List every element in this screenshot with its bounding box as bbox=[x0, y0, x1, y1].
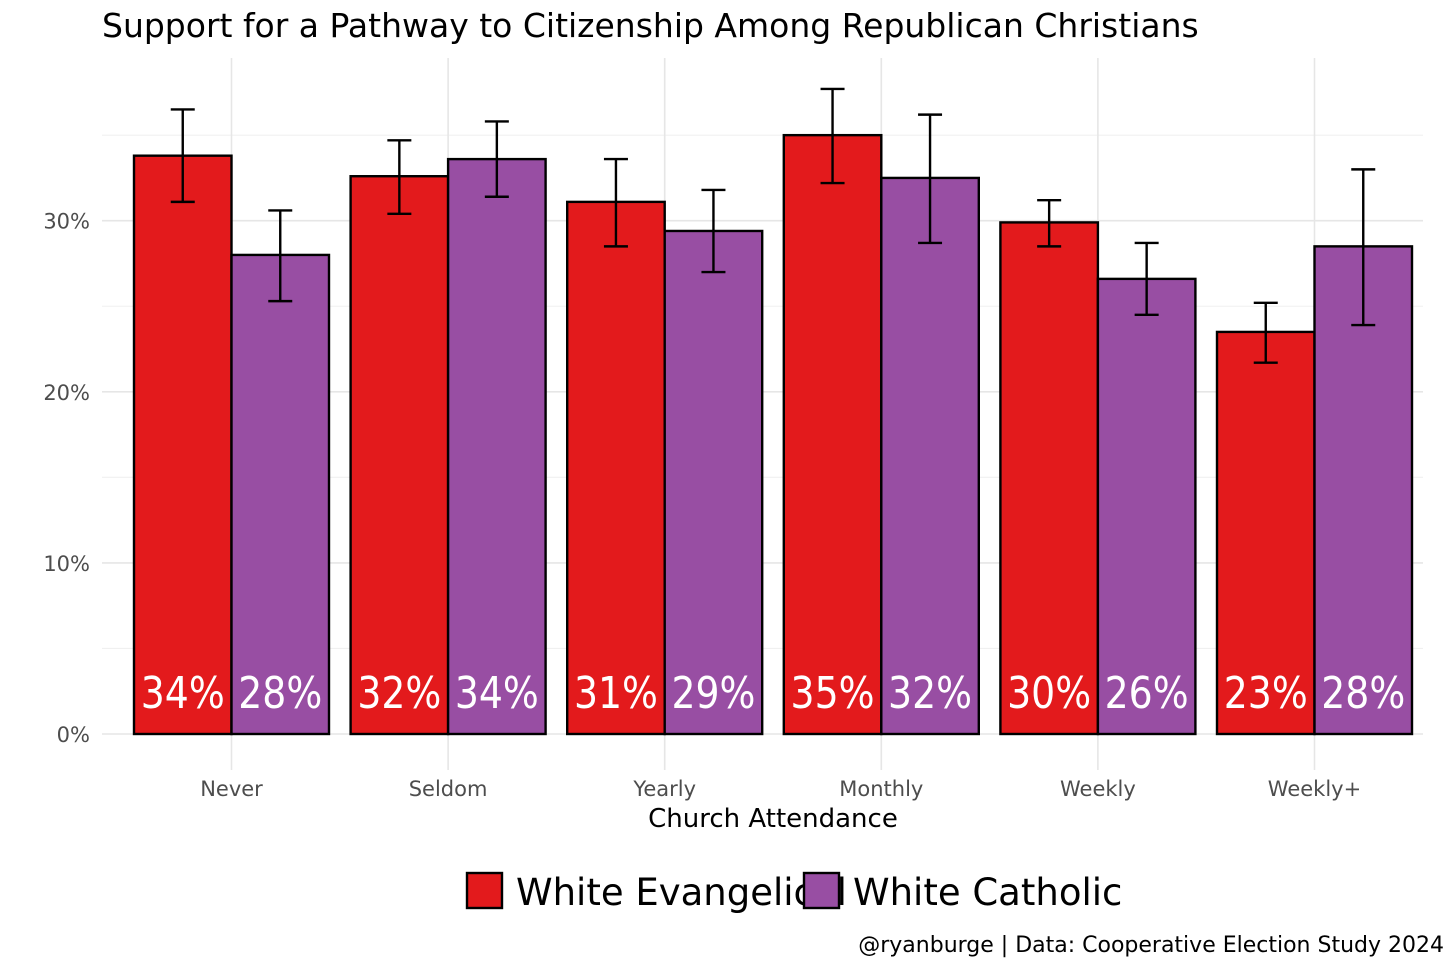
legend-label-white-catholic: White Catholic bbox=[853, 871, 1122, 914]
y-tick-label: 0% bbox=[57, 723, 90, 747]
bar-white-catholic-yearly bbox=[663, 229, 764, 736]
y-tick-label: 30% bbox=[43, 210, 90, 234]
x-tick-label: Yearly bbox=[632, 777, 696, 801]
data-label: 28% bbox=[1321, 668, 1405, 719]
data-label: 26% bbox=[1105, 668, 1189, 719]
error-bar bbox=[1351, 168, 1376, 327]
data-label: 34% bbox=[141, 668, 225, 719]
x-tick-label: Weekly bbox=[1060, 777, 1136, 801]
bar-white-evangelical-never bbox=[132, 154, 233, 736]
x-tick-label: Seldom bbox=[409, 777, 488, 801]
bar-white-evangelical-weekly bbox=[999, 221, 1100, 736]
data-label: 28% bbox=[238, 668, 322, 719]
data-label: 31% bbox=[574, 668, 658, 719]
bar-white-catholic-seldom bbox=[446, 157, 547, 736]
error-bar bbox=[820, 87, 845, 185]
bar-white-evangelical-yearly bbox=[566, 200, 666, 736]
data-labels: 34% 32% 31% 35% 30% 23% 28% 34% 29% 32% 26% 28% bbox=[141, 668, 1406, 719]
y-axis: 0% 10% 20% 30% bbox=[43, 210, 90, 747]
bar-white-catholic-never bbox=[230, 253, 331, 736]
error-bar bbox=[1253, 301, 1278, 364]
error-bar bbox=[387, 139, 412, 216]
data-label: 35% bbox=[791, 668, 875, 719]
bar-white-catholic-weekly-plus bbox=[1313, 245, 1414, 736]
y-tick-label: 10% bbox=[43, 552, 90, 576]
x-tick-label: Weekly+ bbox=[1268, 777, 1361, 801]
error-bar bbox=[1134, 241, 1159, 317]
data-label: 34% bbox=[455, 668, 539, 719]
legend-label-white-evangelical: White Evangelical bbox=[516, 871, 847, 914]
error-bar bbox=[1037, 198, 1062, 248]
data-label: 32% bbox=[888, 668, 972, 719]
error-bar bbox=[170, 108, 195, 204]
bar-white-catholic-weekly bbox=[1096, 277, 1197, 736]
bar-white-evangelical-monthly bbox=[782, 133, 883, 736]
data-label: 30% bbox=[1007, 668, 1091, 719]
x-axis: Never Seldom Yearly Monthly Weekly Weekly+ bbox=[200, 777, 1361, 801]
error-bar bbox=[603, 157, 628, 248]
y-tick-label: 20% bbox=[43, 381, 90, 405]
data-label: 23% bbox=[1224, 668, 1308, 719]
legend: White Evangelical White Catholic bbox=[465, 871, 1122, 914]
error-bar bbox=[701, 188, 726, 274]
data-label: 29% bbox=[671, 668, 755, 719]
caption: @ryanburge | Data: Cooperative Election … bbox=[858, 933, 1444, 958]
bar-white-evangelical-seldom bbox=[349, 175, 450, 736]
x-axis-title: Church Attendance bbox=[648, 804, 898, 834]
x-tick-label: Never bbox=[200, 777, 263, 801]
legend-swatch-white-catholic bbox=[802, 871, 841, 910]
error-bar bbox=[484, 120, 509, 198]
bar-white-catholic-monthly bbox=[880, 176, 980, 736]
error-bars bbox=[170, 87, 1376, 364]
legend-swatch-white-evangelical bbox=[465, 871, 504, 910]
error-bar bbox=[918, 113, 943, 245]
data-label: 32% bbox=[357, 668, 441, 719]
bars bbox=[132, 133, 1414, 736]
error-bar bbox=[268, 209, 293, 303]
x-tick-label: Monthly bbox=[839, 777, 923, 801]
chart-title: Support for a Pathway to Citizenship Amo… bbox=[102, 6, 1199, 45]
